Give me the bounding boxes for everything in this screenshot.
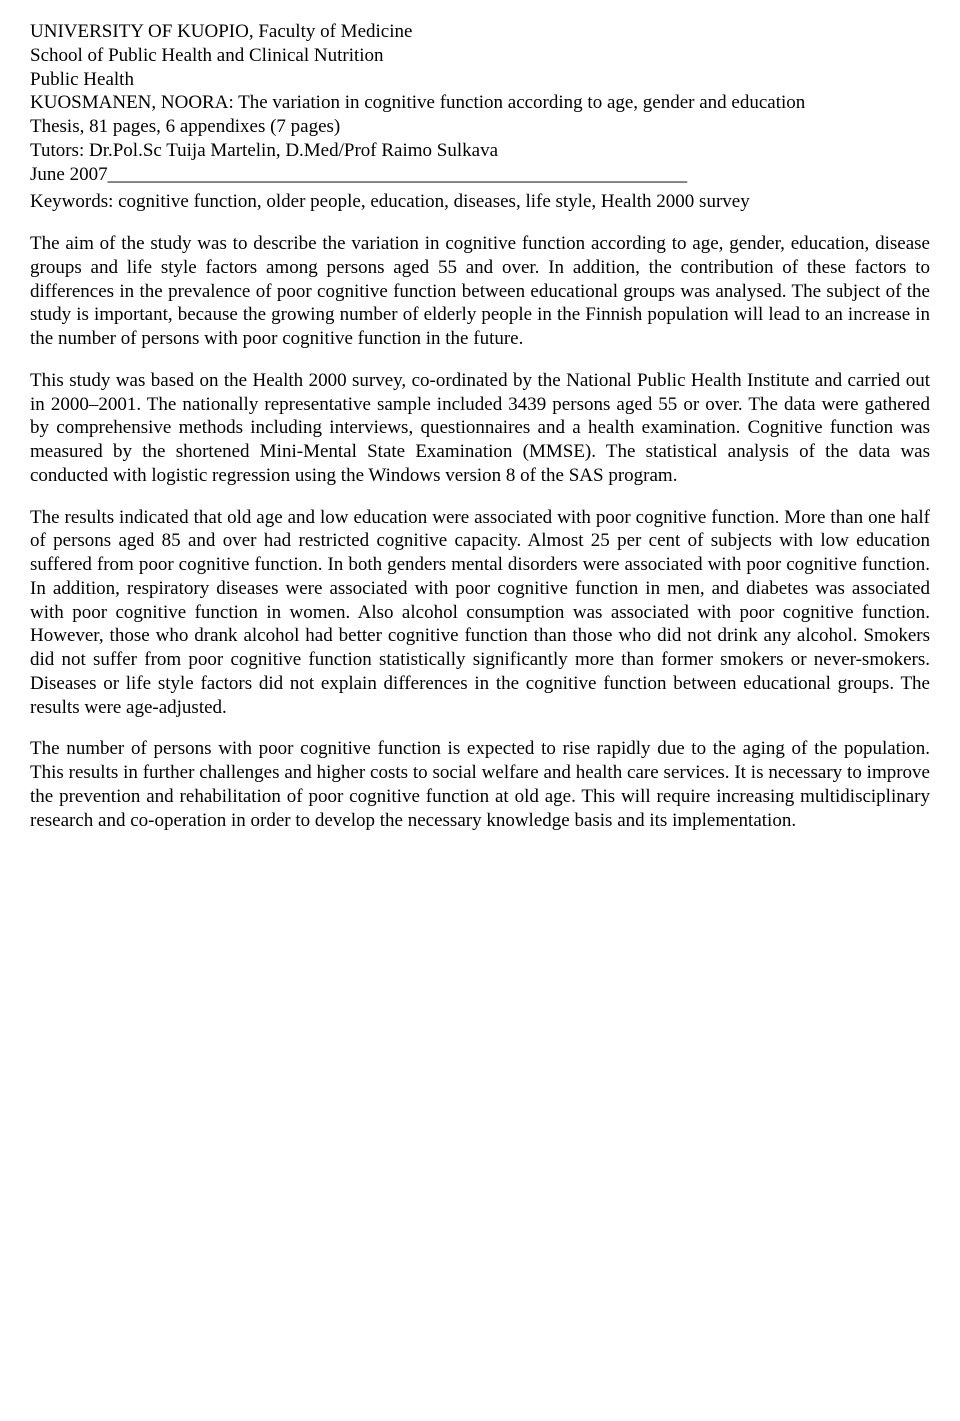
- date-line: June 2007_______________________________…: [30, 163, 930, 187]
- abstract-paragraph-2: This study was based on the Health 2000 …: [30, 369, 930, 488]
- document-body: The aim of the study was to describe the…: [30, 232, 930, 832]
- university-line: UNIVERSITY OF KUOPIO, Faculty of Medicin…: [30, 20, 930, 44]
- tutors-line: Tutors: Dr.Pol.Sc Tuija Martelin, D.Med/…: [30, 139, 930, 163]
- document-header: UNIVERSITY OF KUOPIO, Faculty of Medicin…: [30, 20, 930, 214]
- keywords-line: Keywords: cognitive function, older peop…: [30, 190, 930, 214]
- abstract-paragraph-3: The results indicated that old age and l…: [30, 506, 930, 720]
- school-line: School of Public Health and Clinical Nut…: [30, 44, 930, 68]
- thesis-info-line: Thesis, 81 pages, 6 appendixes (7 pages): [30, 115, 930, 139]
- department-line: Public Health: [30, 68, 930, 92]
- abstract-paragraph-1: The aim of the study was to describe the…: [30, 232, 930, 351]
- author-title-line: KUOSMANEN, NOORA: The variation in cogni…: [30, 91, 930, 115]
- abstract-paragraph-4: The number of persons with poor cognitiv…: [30, 737, 930, 832]
